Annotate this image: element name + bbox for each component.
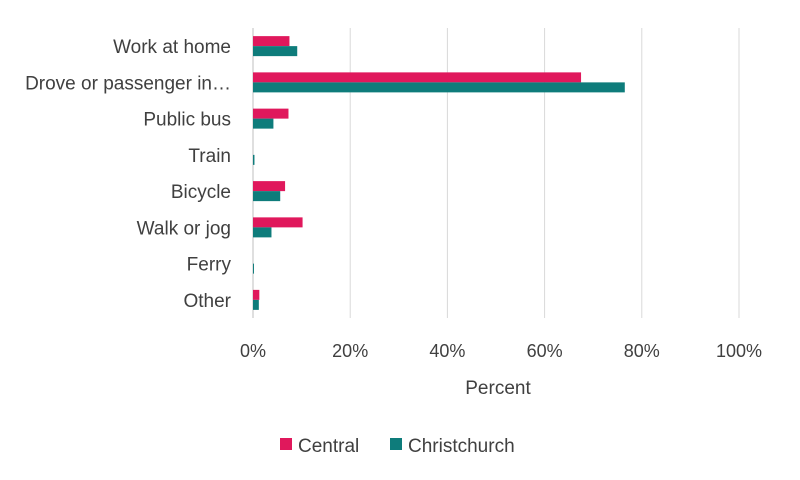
bar-central-7 bbox=[253, 289, 260, 300]
bar-christchurch-2 bbox=[253, 118, 274, 129]
category-label: Public bus bbox=[143, 110, 231, 131]
x-axis-title: Percent bbox=[465, 378, 531, 399]
bar-christchurch-4 bbox=[253, 191, 281, 202]
legend-label-central: Central bbox=[298, 436, 359, 457]
bar-christchurch-1 bbox=[253, 82, 625, 93]
bar-christchurch-0 bbox=[253, 46, 298, 57]
bar-central-5 bbox=[253, 217, 303, 228]
bars bbox=[253, 36, 625, 310]
legend-swatch-christchurch bbox=[390, 438, 402, 450]
x-tick-label: 20% bbox=[332, 341, 368, 361]
x-tick-label: 80% bbox=[624, 341, 660, 361]
category-label: Other bbox=[183, 291, 231, 312]
bar-christchurch-6 bbox=[253, 263, 254, 274]
bar-central-0 bbox=[253, 36, 290, 47]
legend: Central Christchurch bbox=[280, 436, 515, 457]
legend-swatch-central bbox=[280, 438, 292, 450]
gridlines bbox=[252, 28, 740, 318]
bar-central-1 bbox=[253, 72, 582, 83]
bar-central-4 bbox=[253, 181, 286, 192]
category-labels: Work at home Drove or passenger in… Public… bbox=[25, 37, 232, 312]
x-tick-labels: 0% 20% 40% 60% 80% 100% bbox=[240, 341, 762, 361]
bar-christchurch-7 bbox=[253, 299, 259, 310]
category-label: Walk or jog bbox=[137, 218, 231, 239]
bar-central-2 bbox=[253, 108, 289, 119]
x-tick-label: 60% bbox=[527, 341, 563, 361]
category-label: Drove or passenger in… bbox=[25, 73, 231, 94]
legend-label-christchurch: Christchurch bbox=[408, 436, 515, 457]
category-label: Train bbox=[188, 146, 231, 167]
category-label: Ferry bbox=[187, 255, 232, 276]
category-label: Work at home bbox=[113, 37, 231, 58]
bar-christchurch-3 bbox=[253, 154, 255, 165]
category-label: Bicycle bbox=[171, 182, 231, 203]
x-tick-label: 100% bbox=[716, 341, 762, 361]
x-tick-label: 0% bbox=[240, 341, 266, 361]
x-tick-label: 40% bbox=[429, 341, 465, 361]
bar-christchurch-5 bbox=[253, 227, 272, 238]
